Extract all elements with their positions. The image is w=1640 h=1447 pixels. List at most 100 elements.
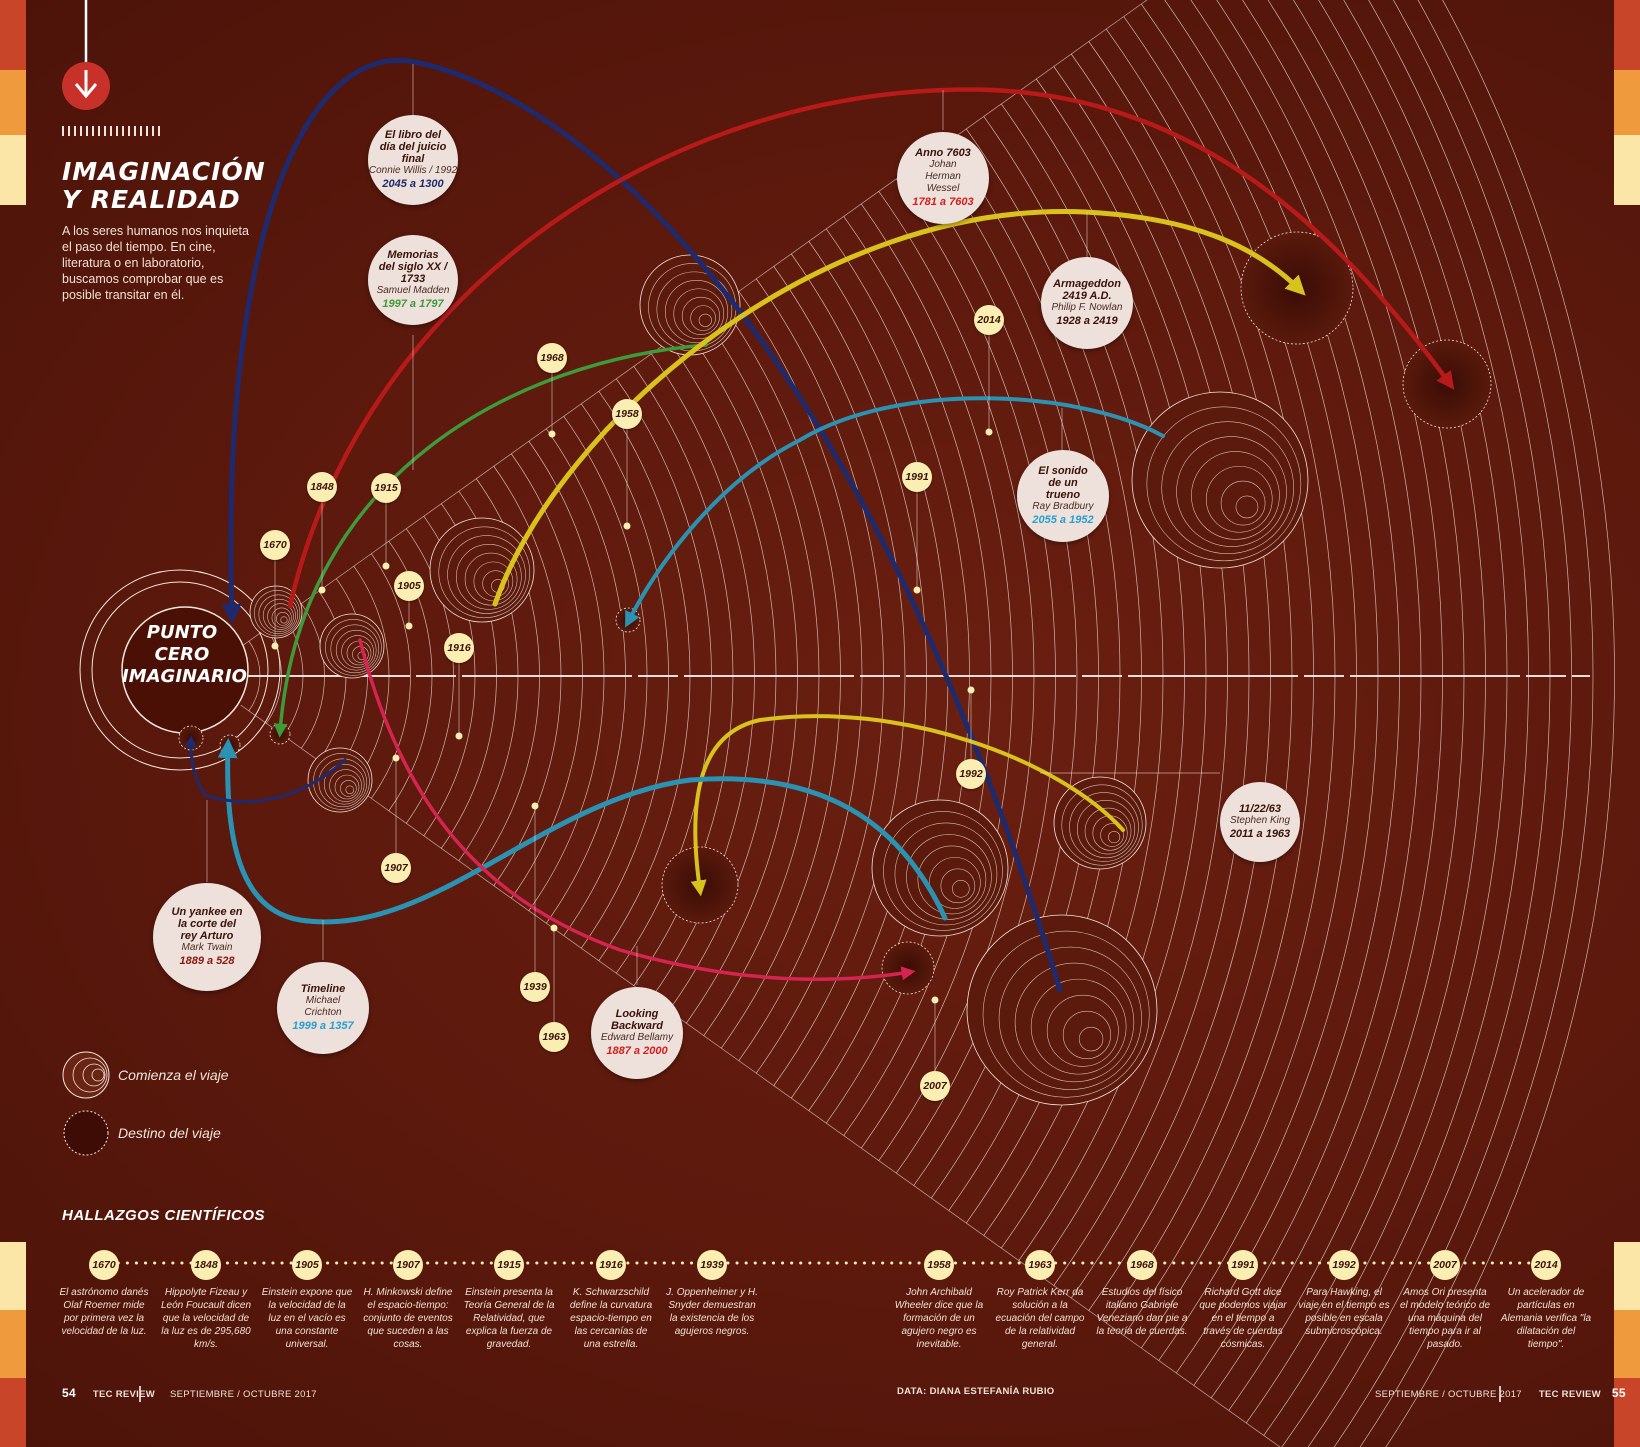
work-bubble-timeline: Timeline Michael Crichton 1999 a 1357 [277,962,369,1054]
journey-start-node [249,585,303,639]
work-bubble-anno-7603: Anno 7603 Johan Herman Wessel 1781 a 760… [897,132,989,224]
left-edge-stripes-bottom [0,1242,26,1447]
work-range: 1887 a 2000 [606,1045,668,1057]
work-title: Looking Backward [611,1008,663,1032]
diagram-year-1915: 1915 [371,473,401,503]
footer-left: 54 TEC REVIEW SEPTIEMBRE / OCTUBRE 2017 [62,1386,317,1400]
diagram-year-1963: 1963 [539,1022,569,1052]
hallazgos-title: HALLAZGOS CIENTÍFICOS [62,1207,265,1224]
work-title: Timeline [300,983,346,995]
hallazgo-year-1992: 1992 [1329,1250,1359,1280]
title-line-1: IMAGINACIÓN [62,157,266,186]
work-title: Memorias del siglo XX / 1733 [378,249,448,285]
legend-end-icon [63,1110,109,1156]
work-bubble-looking-backward: Looking Backward Edward Bellamy 1887 a 2… [591,987,683,1079]
cone-edge [240,0,1148,648]
cone-arc [1210,0,1443,1399]
left-edge-stripes [0,0,26,205]
year-dots [271,428,993,1004]
diagram-year-1958: 1958 [612,399,642,429]
work-title: Armageddon 2419 A.D. [1053,278,1121,302]
work-bubble-memorias: Memorias del siglo XX / 1733 Samuel Madd… [368,235,458,325]
legend-start-icon [62,1051,110,1099]
cone-arc [1385,0,1615,1447]
curve-yankee [184,735,347,804]
work-range: 2045 a 1300 [382,178,444,190]
brand-left: TEC REVIEW [92,1389,156,1400]
work-author: Johan Herman Wessel [925,159,961,194]
work-author: Mark Twain [181,942,233,953]
hallazgo-text: K. Schwarzschild define la curvatura esp… [569,1287,653,1350]
right-edge-stripes-bottom [1614,1242,1640,1447]
work-bubble-sonido-trueno: El sonido de un trueno Ray Bradbury 2055… [1017,450,1109,542]
hallazgo-text: Estudios del físico italiano Gabriele Ve… [1096,1287,1188,1337]
cone-arc [1158,0,1379,1361]
hallazgo-year-1905: 1905 [292,1250,322,1280]
hallazgo-text: John Archibald Wheeler dice que la forma… [894,1287,984,1350]
cone-arc [1245,0,1486,1424]
diagram-year-1939: 1939 [520,972,550,1002]
hallazgo-year-1958: 1958 [924,1250,954,1280]
work-title: 11/22/63 [1238,803,1281,815]
origin-ring-mid [91,581,269,759]
diagram-year-1670: 1670 [260,530,290,560]
footer-right: SEPTIEMBRE / OCTUBRE 2017 TEC REVIEW 55 [1375,1386,1626,1400]
work-author: Samuel Madden [376,285,450,296]
curve-juicio-final [221,58,1063,993]
curve-11-22-63 [690,714,1125,897]
hallazgo-year-1907: 1907 [393,1250,423,1280]
hallazgo-year-2014: 2014 [1531,1250,1561,1280]
page-title: IMAGINACIÓN Y REALIDAD [62,158,302,214]
diagram-year-2014: 2014 [974,305,1004,335]
date-right: SEPTIEMBRE / OCTUBRE 2017 [1375,1389,1522,1400]
cone-arc [1359,0,1594,1447]
curve-memorias [273,343,708,738]
legend-end-label: Destino del viaje [118,1125,221,1141]
journey-destination-node [881,941,935,995]
curve-anno-7603 [287,87,1455,609]
hallazgo-year-1670: 1670 [89,1250,119,1280]
work-range: 2011 a 1963 [1229,828,1291,840]
work-title: El sonido de un trueno [1038,465,1088,501]
work-bubble-yankee: Un yankee en la corte del rey Arturo Mar… [153,883,261,991]
cone-arc [371,553,411,799]
diagram-year-1992: 1992 [956,759,986,789]
diagram-year-1991: 1991 [902,462,932,492]
work-author: Connie Willis / 1992 [368,165,458,176]
journey-start-node [966,914,1158,1106]
hallazgo-year-1963: 1963 [1025,1250,1055,1280]
work-author: Ray Bradbury [1032,501,1094,512]
journey-nodes [178,231,1492,1106]
work-range: 1889 a 528 [179,955,235,967]
diagram-year-1907: 1907 [381,853,411,883]
work-range: 1781 a 7603 [912,196,974,208]
hallazgo-text: Para Hawking, el viaje en el tiempo es p… [1298,1287,1390,1337]
work-author: Stephen King [1229,815,1291,826]
punto-line-3: IMAGINARIO [122,666,247,687]
diagram-year-1848: 1848 [307,472,337,502]
work-title: Anno 7603 [915,147,971,159]
work-bubble-armageddon: Armageddon 2419 A.D. Philip F. Nowlan 19… [1041,257,1133,349]
punto-cero-label: PUNTO CERO IMAGINARIO [122,622,247,688]
diagram-year-2007: 2007 [920,1071,950,1101]
journey-destination-node [1402,339,1492,429]
hallazgo-text: Einstein presenta la Teoría General de l… [463,1287,555,1350]
work-author: Philip F. Nowlan [1051,302,1123,313]
work-title: El libro del día del juicio final [379,129,447,165]
brand-right: TEC REVIEW [1538,1389,1601,1400]
hallazgo-text: Hippolyte Fizeau y León Foucault dicen q… [160,1287,252,1350]
date-left: SEPTIEMBRE / OCTUBRE 2017 [169,1389,317,1400]
page-number-right: 55 [1611,1386,1626,1400]
legend-start-label: Comienza el viaje [118,1067,229,1083]
diagram-year-1968: 1968 [537,343,567,373]
work-author: Edward Bellamy [600,1032,674,1043]
title-line-2: Y REALIDAD [62,185,241,214]
diagram-year-1905: 1905 [394,571,424,601]
curve-looking-backward [358,638,916,982]
work-author: Michael Crichton [304,995,342,1018]
hallazgo-text: H. Minkowski define el espacio-tiempo: c… [363,1287,453,1350]
hallazgo-year-1939: 1939 [697,1250,727,1280]
journey-start-node [429,517,535,623]
hallazgo-year-1968: 1968 [1127,1250,1157,1280]
